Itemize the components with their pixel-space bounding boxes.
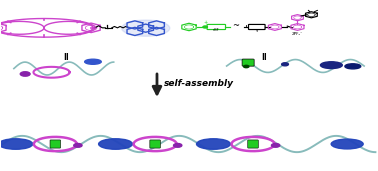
- Text: II: II: [262, 53, 267, 62]
- Circle shape: [20, 72, 30, 76]
- Ellipse shape: [85, 59, 101, 64]
- FancyBboxPatch shape: [150, 140, 160, 148]
- Text: self-assembly: self-assembly: [164, 79, 234, 88]
- Text: +: +: [203, 20, 207, 25]
- Text: 2PF₆⁻: 2PF₆⁻: [292, 32, 303, 36]
- Ellipse shape: [0, 139, 33, 149]
- Circle shape: [74, 143, 82, 147]
- FancyBboxPatch shape: [248, 140, 258, 148]
- Text: nBF: nBF: [213, 28, 219, 32]
- FancyBboxPatch shape: [242, 59, 254, 66]
- Polygon shape: [122, 20, 170, 36]
- FancyBboxPatch shape: [248, 24, 265, 30]
- Circle shape: [174, 143, 182, 147]
- Text: II: II: [64, 53, 70, 62]
- Ellipse shape: [197, 139, 231, 149]
- FancyBboxPatch shape: [207, 24, 226, 30]
- Circle shape: [282, 63, 288, 66]
- FancyBboxPatch shape: [50, 140, 60, 148]
- Circle shape: [203, 26, 208, 28]
- Ellipse shape: [345, 64, 361, 69]
- Circle shape: [243, 65, 249, 68]
- Ellipse shape: [99, 139, 133, 149]
- Ellipse shape: [331, 139, 363, 149]
- Circle shape: [271, 143, 280, 147]
- Text: ~: ~: [232, 21, 239, 30]
- Ellipse shape: [321, 62, 342, 69]
- Text: g: g: [256, 28, 258, 32]
